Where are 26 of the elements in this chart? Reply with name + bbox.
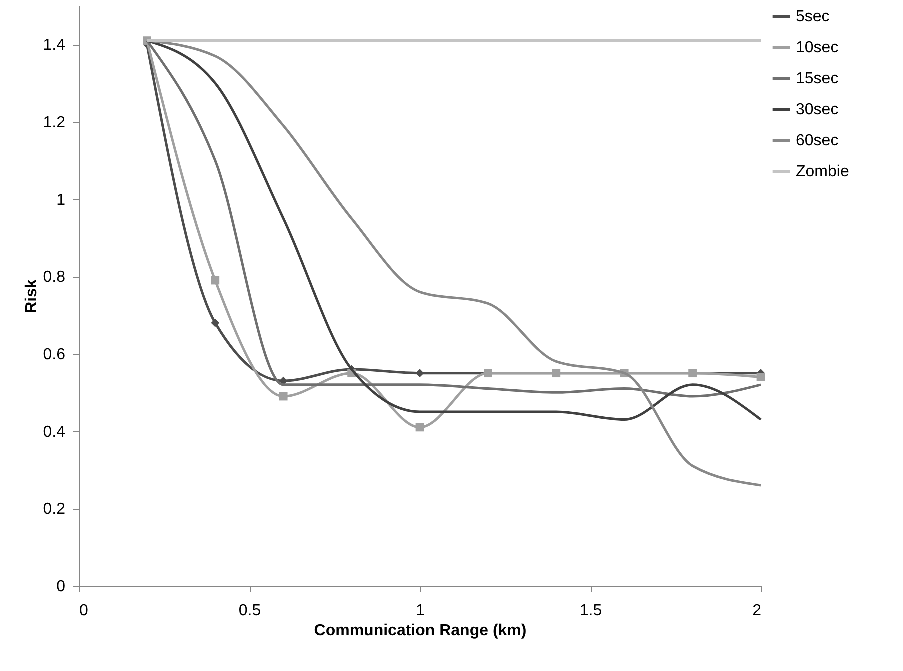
legend-label: 5sec xyxy=(796,8,830,26)
x-tick-label: 0.5 xyxy=(238,602,262,620)
legend-label: Zombie xyxy=(796,164,850,180)
y-tick-label: 0 xyxy=(56,578,66,596)
point xyxy=(211,318,220,328)
y-tick-label: 0.4 xyxy=(43,424,66,441)
y-tick-label: 1.4 xyxy=(43,37,66,54)
x-tick-label: 1 xyxy=(416,602,426,620)
point xyxy=(279,392,288,401)
y-tick-label: 0.8 xyxy=(43,269,66,286)
y-tick-label: 0.6 xyxy=(43,346,66,364)
legend-label: 10sec xyxy=(796,40,839,56)
y-tick-label: 0.2 xyxy=(43,501,66,518)
x-tick-label: 0 xyxy=(80,602,88,620)
legend-label: 15sec xyxy=(796,70,839,88)
y-tick-label: 1 xyxy=(56,192,66,209)
legend-label: 30sec xyxy=(796,102,839,118)
point xyxy=(416,423,424,432)
legend-label: 60sec xyxy=(796,132,839,150)
x-tick-label: 2 xyxy=(752,602,762,620)
point xyxy=(756,373,766,382)
x-tick-label: 1.5 xyxy=(580,602,602,620)
point xyxy=(211,276,220,285)
x-axis-title: Communication Range (km) xyxy=(314,622,527,640)
y-axis-title: Risk xyxy=(23,280,40,314)
y-tick-label: 1.2 xyxy=(43,114,66,132)
